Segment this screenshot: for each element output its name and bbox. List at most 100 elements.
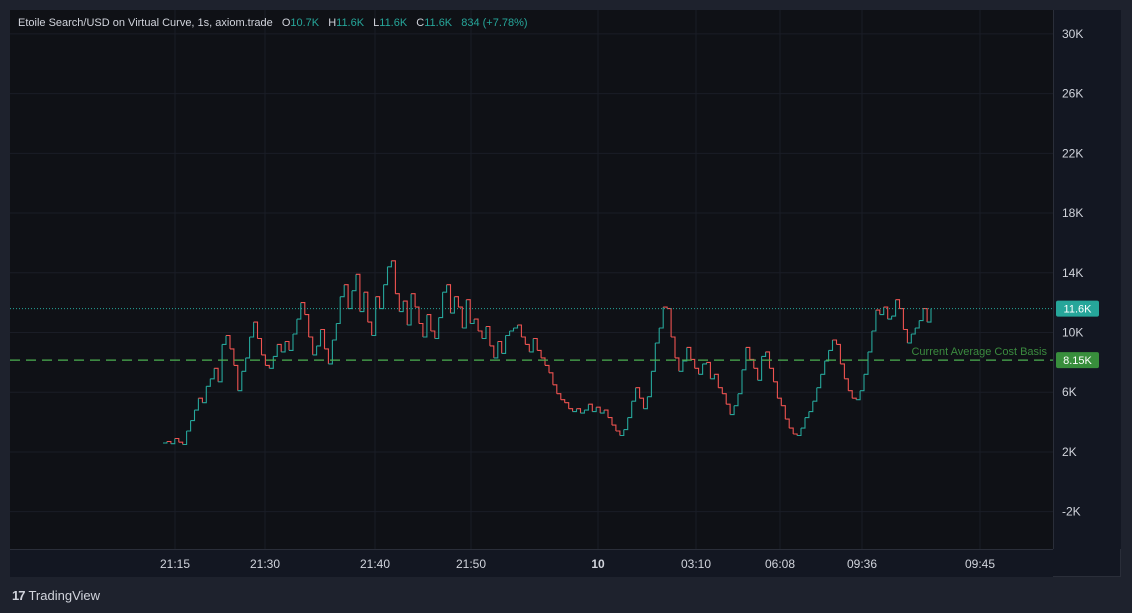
price-segment [773,381,778,399]
price-segment [549,372,554,385]
x-tick-layer: 21:15 21:30 21:40 21:50 10 03:10 06:08 09:36 09:… [160,557,995,571]
price-segment [564,402,570,409]
price-segment [722,393,727,405]
y-tick-layer: 30K 26K 22K 18K 14K 10K 6K 2K -2K [1062,27,1083,519]
price-segment [517,324,522,337]
price-segment [438,292,444,319]
price-segment [619,429,625,437]
price-segment [726,403,731,415]
price-segment [273,344,278,357]
price-segment [296,302,302,320]
x-tick-label: 06:08 [765,557,795,571]
price-segment [785,418,790,429]
price-segment [430,330,436,339]
price-segment [308,336,314,355]
price-segment [623,417,629,431]
price-segment [521,336,526,345]
price-segment [509,328,515,332]
price-segment [482,326,487,340]
price-segment [899,308,904,330]
chart-legend: Etoile Search/USD on Virtual Curve, 1s, … [18,17,528,29]
price-segment [269,356,274,369]
price-segment [572,408,578,413]
price-segment [422,314,428,338]
price-segment [186,420,192,432]
price-segment [442,284,448,293]
price-segment [277,343,282,352]
price-segment [454,296,459,308]
price-segment [407,293,412,326]
price-segment [608,417,613,426]
price-segment [541,357,546,366]
price-segment [379,284,385,310]
price-segment [253,321,259,339]
price-segment [367,321,373,336]
price-segment [214,367,219,382]
price-segment [163,441,168,444]
price-segment [765,351,771,369]
price-segment [808,401,814,413]
price-segment [174,437,180,443]
price-segment [328,340,333,365]
price-segment [824,350,830,362]
price-segment [883,306,889,320]
price-segment [316,329,322,347]
price-segment [356,273,361,312]
price-segment [655,328,660,344]
price-segment [166,440,172,444]
price-segment [348,290,353,310]
price-segment [230,348,235,366]
price-segment [363,291,369,323]
price-segment [911,328,916,335]
price-segment [249,322,255,338]
price-segment [805,411,810,419]
y-tick-label: 14K [1062,266,1083,280]
price-segment [588,403,593,412]
time-axis[interactable] [10,549,1053,577]
price-segment [352,274,357,292]
price-segment [832,339,838,345]
price-segment [714,373,719,388]
price-segment [635,387,641,399]
price-segment [218,344,223,383]
price-segment [797,428,802,437]
price-segment [281,341,286,353]
footer[interactable]: 17 TradingView [12,588,100,603]
price-axis[interactable] [1053,10,1121,549]
price-segment [580,410,585,414]
price-segment [675,357,680,372]
price-segment [576,408,582,414]
price-segment [604,409,609,418]
price-segment [848,390,853,399]
price-segment [631,387,637,402]
price-segment [320,328,326,349]
cost-basis-text: Current Average Cost Basis [911,346,1047,358]
price-segment [198,397,203,403]
plot-area[interactable] [10,10,1053,549]
price-segment [537,349,542,358]
price-segment [769,367,775,382]
legend-close-label: C [416,17,425,29]
x-tick-label: 09:36 [847,557,877,571]
price-segment [206,378,211,387]
price-segment [852,397,857,400]
price-segment [501,335,507,354]
y-tick-label: 22K [1062,146,1083,160]
price-segment [907,334,912,344]
price-segment [289,334,294,351]
price-segment [304,314,310,337]
price-segment [781,405,786,420]
x-tick-label: 21:40 [360,557,390,571]
price-segment [556,393,562,400]
price-segment [919,308,924,322]
price-segment [730,405,735,416]
price-segment [194,398,199,411]
price-segment [864,351,869,375]
price-segment [651,343,656,372]
price-segment [359,292,365,313]
price-segment [170,438,176,445]
price-segment [190,410,196,422]
price-segment [749,358,755,369]
y-tick-label: 26K [1062,87,1083,101]
